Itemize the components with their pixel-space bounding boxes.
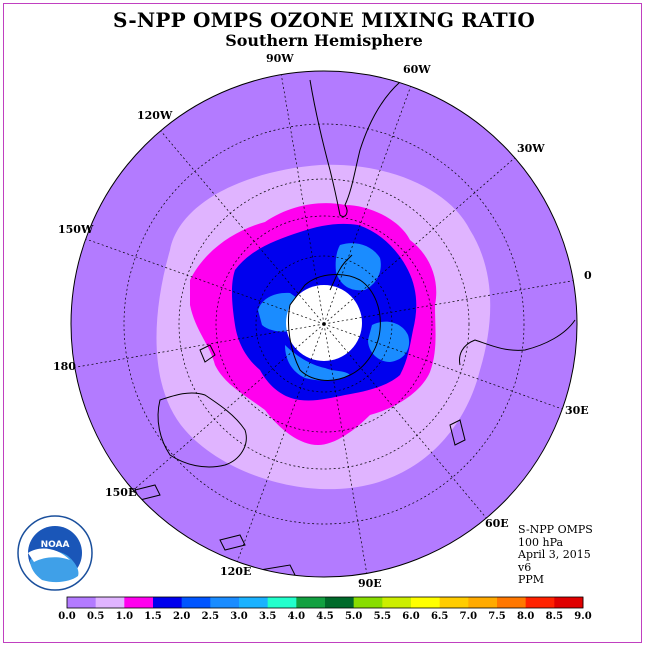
colorbar-tick-label: 6.5: [431, 611, 448, 622]
colorbar-swatch: [525, 597, 555, 608]
page-subtitle: Southern Hemisphere: [225, 31, 423, 50]
info-version: v6: [518, 560, 532, 574]
lon-label-90e: 90E: [358, 577, 382, 590]
colorbar-swatch: [267, 597, 297, 608]
noaa-logo: NOAA: [17, 515, 93, 591]
lon-label-60w: 60W: [403, 63, 431, 76]
colorbar-outline: [66, 596, 584, 609]
page-title: S-NPP OMPS OZONE MIXING RATIO: [113, 8, 535, 32]
longitude-labels: 90W 60W 30W 0 30E 60E 90E 120E 150E 180 …: [53, 52, 592, 590]
info-level: 100 hPa: [518, 535, 564, 549]
colorbar-tick-label: 1.5: [144, 611, 161, 622]
info-units: PPM: [518, 573, 545, 586]
colorbar-tick-label: 9.0: [574, 611, 591, 622]
colorbar-tick-label: 3.0: [230, 611, 247, 622]
colorbar-swatch: [95, 597, 125, 608]
colorbar-swatch: [296, 597, 326, 608]
colorbar-tick-label: 7.0: [460, 611, 477, 622]
colorbar-tick-label: 0.5: [87, 611, 104, 622]
lon-label-120e: 120E: [220, 565, 251, 578]
colorbar-tick-label: 6.0: [402, 611, 419, 622]
info-block: S-NPP OMPS 100 hPa April 3, 2015 v6 PPM: [518, 523, 593, 587]
lon-label-90w: 90W: [266, 52, 294, 65]
colorbar-swatch: [325, 597, 355, 608]
contour-2.0c: [368, 321, 410, 362]
colorbar-swatch: [439, 597, 469, 608]
colorbar-swatch: [153, 597, 183, 608]
colorbar-tick-label: 2.5: [202, 611, 219, 622]
colorbar-swatch: [239, 597, 269, 608]
colorbar-tick-label: 0.0: [58, 611, 75, 622]
colorbar-tick-label: 4.5: [316, 611, 333, 622]
colorbar-tick-label: 5.5: [374, 611, 391, 622]
colorbar: 0.0 0.5 1.0 1.5 2.0 2.5 3.0 3.5 4.0 4.5 5.0 5.5 6.0 6…: [58, 596, 592, 622]
colorbar-swatch: [124, 597, 154, 608]
colorbar-swatch: [67, 597, 97, 608]
colorbar-swatch: [554, 597, 584, 608]
lon-label-120w: 120W: [137, 109, 173, 122]
colorbar-tick-label: 1.0: [116, 611, 133, 622]
colorbar-tick-label: 4.0: [288, 611, 305, 622]
lon-label-0: 0: [584, 269, 592, 282]
graticule: [71, 72, 577, 576]
lon-label-30w: 30W: [517, 142, 545, 155]
south-pole-marker: [322, 322, 326, 326]
colorbar-tick-label: 2.0: [173, 611, 190, 622]
colorbar-swatch: [411, 597, 441, 608]
lon-label-60e: 60E: [485, 517, 509, 530]
lon-label-180: 180: [53, 360, 76, 373]
lon-label-150w: 150W: [58, 223, 94, 236]
lon-label-30e: 30E: [565, 404, 589, 417]
noaa-logo-text: NOAA: [41, 540, 70, 550]
colorbar-swatch: [181, 597, 211, 608]
lon-label-150e: 150E: [105, 486, 136, 499]
figure-frame: [3, 3, 642, 643]
colorbar-tick-label: 7.5: [488, 611, 505, 622]
colorbar-tick-label: 5.0: [345, 611, 362, 622]
colorbar-swatch: [468, 597, 498, 608]
colorbar-tick-label: 8.5: [546, 611, 563, 622]
info-date: April 3, 2015: [518, 548, 591, 561]
info-instrument: S-NPP OMPS: [518, 523, 593, 536]
colorbar-swatch: [210, 597, 240, 608]
colorbar-tick-label: 3.5: [259, 611, 276, 622]
colorbar-tick-label: 8.0: [517, 611, 534, 622]
contour-2.0b: [335, 243, 381, 291]
colorbar-swatch: [353, 597, 383, 608]
colorbar-swatch: [382, 597, 412, 608]
colorbar-swatch: [497, 597, 527, 608]
